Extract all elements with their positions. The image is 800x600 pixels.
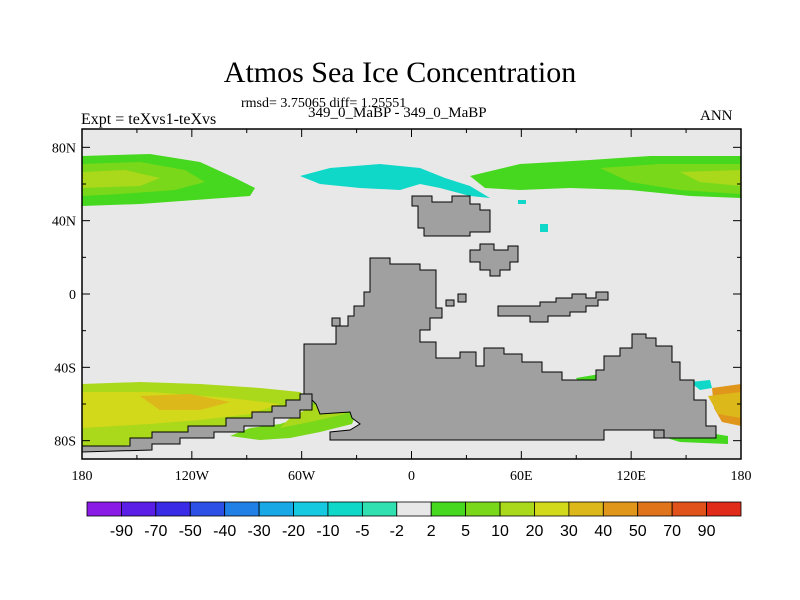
colorbar-label: 10 [491, 523, 509, 540]
colorbar-label: -40 [213, 523, 236, 540]
colorbar-swatch [224, 501, 260, 517]
axis-ticks [81, 129, 742, 459]
y-tick-label: 40S [54, 361, 76, 376]
y-tick-label: 40N [52, 215, 76, 230]
land-island-east [469, 243, 519, 277]
land-masses [81, 195, 717, 453]
colorbar-swatch [534, 501, 570, 517]
colorbar-swatch [327, 501, 363, 517]
colorbar-swatch [602, 501, 639, 517]
colorbar-swatch [293, 501, 329, 517]
colorbar-swatch [86, 501, 122, 517]
colorbar-swatch [637, 501, 673, 517]
cases-label: 349_0_MaBP - 349_0_MaBP [308, 105, 487, 121]
colorbar-label: 2 [427, 523, 436, 540]
arctic-speck-2 [540, 224, 548, 232]
colorbar-label: 70 [663, 523, 681, 540]
arctic-ice-band [82, 154, 741, 232]
colorbar-label: -20 [282, 523, 305, 540]
map-plot-area [81, 128, 742, 460]
colorbar-swatch [430, 501, 467, 517]
colorbar-label: 90 [698, 523, 716, 540]
colorbar-label: -2 [390, 523, 404, 540]
colorbar-label: 5 [461, 523, 470, 540]
land-east-strip [497, 291, 609, 323]
antarctic-band-west-core [140, 394, 230, 410]
land-antarctic-east-block [653, 429, 665, 439]
colorbar-label: 40 [594, 523, 612, 540]
colorbar-swatch [396, 501, 432, 517]
stats-text: rmsd= 3.75065 diff= 1.25551 [241, 96, 407, 111]
colorbar-swatch [499, 501, 535, 517]
axis-labels: 180 120W 60W 0 60E 120E 180 80N 40N 0 40S 80S [52, 141, 752, 484]
colorbar-swatch [568, 501, 604, 517]
chart-title: Atmos Sea Ice Concentration [223, 56, 577, 89]
x-tick-label: 0 [408, 469, 415, 484]
colorbar-label: 30 [560, 523, 578, 540]
land-small-island-3 [331, 317, 341, 327]
colorbar-label: -50 [179, 523, 202, 540]
x-tick-label: 120W [175, 469, 210, 484]
colorbar-swatch [706, 501, 742, 517]
colorbar-label: -70 [144, 523, 167, 540]
arctic-speck-1 [518, 200, 526, 204]
x-tick-label: 120E [616, 469, 646, 484]
colorbar-label: -5 [355, 523, 369, 540]
land-small-island-2 [445, 299, 455, 307]
experiment-label: Expt = teXvs1-teXvs [81, 111, 217, 128]
season-label: ANN [700, 108, 733, 124]
antarctic-band-far-east-inner [708, 392, 741, 418]
colorbar-swatch [258, 501, 294, 517]
y-tick-label: 80S [54, 435, 76, 450]
colorbar-swatch [155, 501, 191, 517]
colorbar-label: -30 [248, 523, 271, 540]
land-southern-spur [81, 393, 313, 453]
arctic-band-west-core [82, 170, 160, 188]
y-tick-label: 0 [69, 288, 76, 303]
x-tick-label: 180 [72, 469, 93, 484]
colorbar-label: 50 [629, 523, 647, 540]
colorbar-label: 20 [526, 523, 544, 540]
colorbar [86, 501, 742, 517]
antarctic-speck-cyan [690, 380, 712, 390]
arctic-band-east-core [680, 170, 741, 186]
colorbar-swatch [671, 501, 707, 517]
x-tick-label: 180 [731, 469, 752, 484]
colorbar-labels: -90 -70 -50 -40 -30 -20 -10 -5 -2 2 5 10 20 30 40 50 70 9… [110, 523, 716, 540]
x-tick-label: 60E [510, 469, 533, 484]
colorbar-swatch [465, 501, 501, 517]
colorbar-swatch [189, 501, 226, 517]
y-tick-label: 80N [52, 141, 76, 156]
land-small-island-1 [457, 293, 467, 303]
x-tick-label: 60W [288, 469, 316, 484]
colorbar-label: -90 [110, 523, 133, 540]
land-eurasia-fragment [411, 195, 491, 237]
colorbar-swatch [121, 501, 157, 517]
colorbar-label: -10 [316, 523, 339, 540]
arctic-band-cyan [300, 164, 490, 198]
colorbar-swatch [361, 501, 398, 517]
land-central-continent [303, 257, 717, 441]
